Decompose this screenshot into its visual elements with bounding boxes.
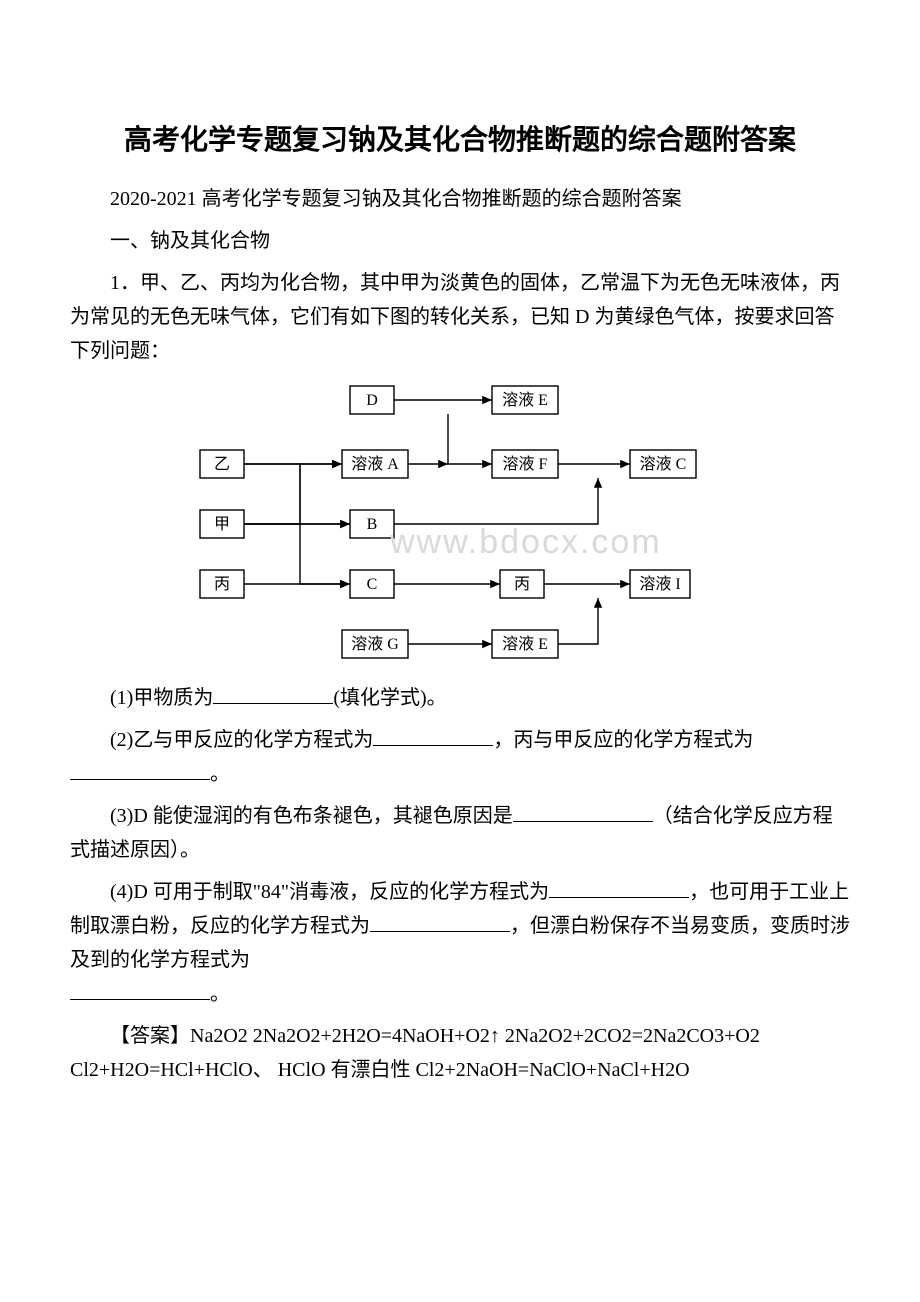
q1-part3-prefix: (3)D 能使湿润的有色布条褪色，其褪色原因是 xyxy=(110,805,513,827)
blank xyxy=(370,912,510,932)
svg-text:溶液 C: 溶液 C xyxy=(640,455,687,473)
q1-part4-prefix: (4)D 可用于制取"84"消毒液，反应的化学方程式为 xyxy=(110,881,549,903)
diagram-svg: 乙甲丙D溶液 ABC溶液 G溶液 E溶液 F丙溶液 E溶液 C溶液 I xyxy=(190,378,730,668)
diagram-container: www.bdocx.com 乙甲丙D溶液 ABC溶液 G溶液 E溶液 F丙溶液 … xyxy=(70,378,850,673)
intro-paragraph: 2020-2021 高考化学专题复习钠及其化合物推断题的综合题附答案 xyxy=(70,182,850,216)
svg-text:甲: 甲 xyxy=(214,516,230,533)
svg-text:D: D xyxy=(366,392,378,409)
page-title: 高考化学专题复习钠及其化合物推断题的综合题附答案 xyxy=(70,120,850,162)
q1-part4-end: 。 xyxy=(210,983,230,1005)
q1-part2-mid: ，丙与甲反应的化学方程式为 xyxy=(493,729,753,751)
svg-text:丙: 丙 xyxy=(514,576,530,593)
answer-paragraph: 【答案】Na2O2 2Na2O2+2H2O=4NaOH+O2↑ 2Na2O2+2… xyxy=(70,1019,850,1087)
svg-text:溶液 A: 溶液 A xyxy=(351,455,399,473)
svg-text:溶液 E: 溶液 E xyxy=(502,391,548,409)
svg-text:丙: 丙 xyxy=(214,576,230,593)
q1-part2: (2)乙与甲反应的化学方程式为 ，丙与甲反应的化学方程式为。 xyxy=(70,723,850,791)
q1-part1: (1)甲物质为 (填化学式)。 xyxy=(70,681,850,715)
svg-text:溶液 E: 溶液 E xyxy=(502,635,548,653)
q1-part1-prefix: (1)甲物质为 xyxy=(110,687,213,709)
q1-part4: (4)D 可用于制取"84"消毒液，反应的化学方程式为，也可用于工业上制取漂白粉… xyxy=(70,875,850,1011)
svg-text:溶液 F: 溶液 F xyxy=(503,455,548,473)
blank xyxy=(549,878,689,898)
svg-text:C: C xyxy=(367,576,378,593)
section-heading: 一、钠及其化合物 xyxy=(70,224,850,258)
blank xyxy=(70,760,210,780)
svg-text:溶液 I: 溶液 I xyxy=(639,575,680,593)
q1-part3: (3)D 能使湿润的有色布条褪色，其褪色原因是（结合化学反应方程式描述原因）。 xyxy=(70,799,850,867)
flow-diagram: www.bdocx.com 乙甲丙D溶液 ABC溶液 G溶液 E溶液 F丙溶液 … xyxy=(190,378,730,673)
blank xyxy=(213,684,333,704)
svg-text:B: B xyxy=(367,516,378,533)
q1-part2-end: 。 xyxy=(210,763,230,785)
blank xyxy=(513,802,653,822)
svg-text:乙: 乙 xyxy=(214,456,230,473)
q1-part2-prefix: (2)乙与甲反应的化学方程式为 xyxy=(110,729,373,751)
question-1-stem: 1．甲、乙、丙均为化合物，其中甲为淡黄色的固体，乙常温下为无色无味液体，丙为常见… xyxy=(70,266,850,368)
svg-text:溶液 G: 溶液 G xyxy=(351,635,399,653)
q1-part1-suffix: (填化学式)。 xyxy=(333,687,446,709)
blank xyxy=(373,726,493,746)
blank xyxy=(70,980,210,1000)
